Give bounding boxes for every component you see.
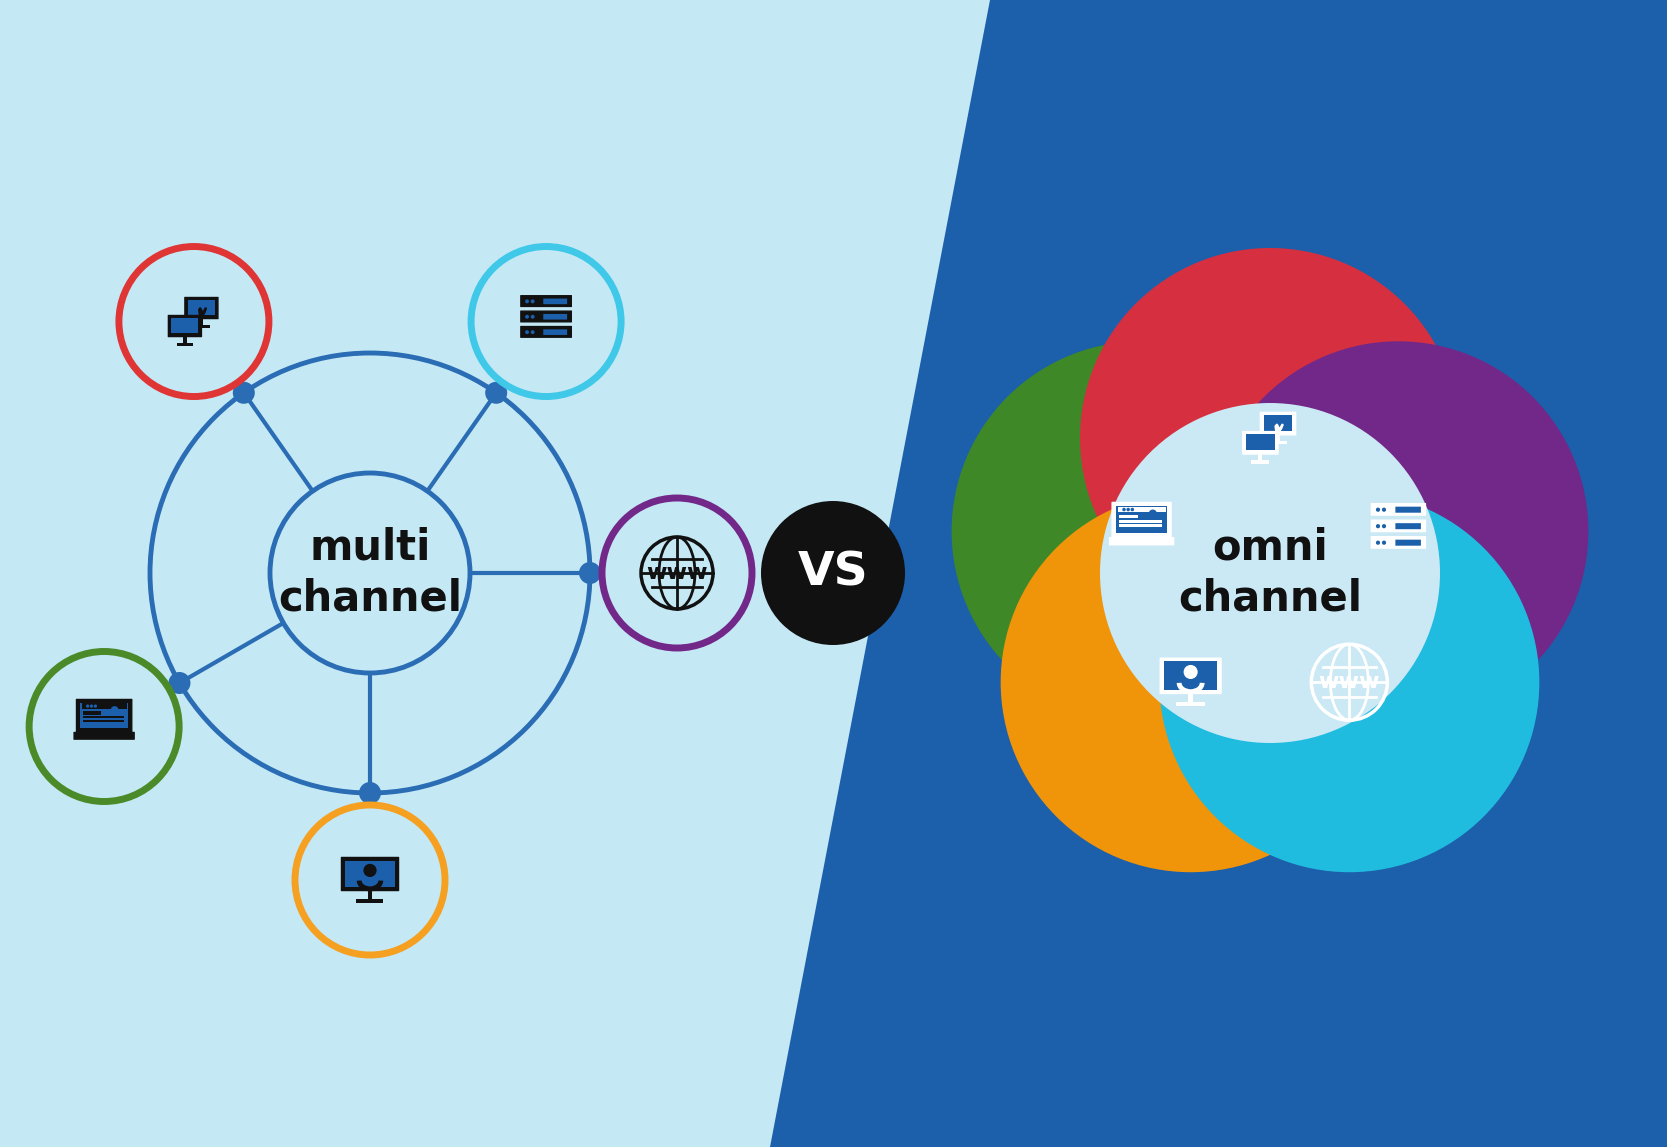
FancyBboxPatch shape	[543, 329, 567, 335]
Text: www: www	[1319, 672, 1380, 693]
FancyBboxPatch shape	[1264, 414, 1292, 430]
FancyBboxPatch shape	[1189, 694, 1194, 702]
Circle shape	[952, 342, 1332, 721]
Text: multi
channel: multi channel	[278, 526, 462, 619]
FancyBboxPatch shape	[1372, 520, 1425, 531]
FancyBboxPatch shape	[520, 311, 572, 322]
FancyBboxPatch shape	[1395, 523, 1420, 529]
FancyBboxPatch shape	[1275, 435, 1280, 442]
FancyBboxPatch shape	[1372, 537, 1425, 548]
FancyBboxPatch shape	[193, 325, 210, 328]
Circle shape	[28, 651, 178, 802]
Circle shape	[233, 382, 255, 404]
FancyBboxPatch shape	[1119, 524, 1162, 526]
Circle shape	[270, 473, 470, 673]
Circle shape	[525, 330, 528, 334]
FancyBboxPatch shape	[1395, 540, 1420, 546]
Circle shape	[1382, 524, 1385, 529]
FancyBboxPatch shape	[83, 711, 102, 715]
FancyBboxPatch shape	[342, 858, 398, 890]
FancyBboxPatch shape	[345, 860, 395, 887]
FancyBboxPatch shape	[177, 343, 193, 345]
Circle shape	[295, 805, 445, 955]
Circle shape	[1382, 540, 1385, 545]
Circle shape	[1080, 248, 1460, 629]
FancyBboxPatch shape	[1395, 507, 1420, 513]
Circle shape	[363, 864, 377, 877]
FancyBboxPatch shape	[520, 327, 572, 337]
FancyBboxPatch shape	[368, 890, 372, 899]
Polygon shape	[770, 0, 1667, 1147]
Circle shape	[530, 330, 535, 334]
Circle shape	[118, 247, 268, 397]
Circle shape	[1184, 665, 1197, 679]
Circle shape	[530, 314, 535, 319]
FancyBboxPatch shape	[82, 703, 127, 709]
Circle shape	[90, 704, 93, 708]
FancyBboxPatch shape	[1260, 413, 1295, 435]
Text: omni
channel: omni channel	[1179, 526, 1362, 619]
Circle shape	[168, 672, 190, 694]
FancyBboxPatch shape	[80, 702, 128, 728]
Circle shape	[762, 501, 905, 645]
FancyBboxPatch shape	[83, 720, 123, 723]
FancyBboxPatch shape	[185, 297, 218, 319]
Circle shape	[1122, 508, 1125, 512]
FancyBboxPatch shape	[543, 298, 567, 304]
FancyBboxPatch shape	[1269, 442, 1287, 444]
Circle shape	[1000, 492, 1380, 872]
FancyBboxPatch shape	[183, 336, 187, 343]
Circle shape	[1127, 508, 1130, 512]
Circle shape	[1100, 403, 1440, 743]
Text: VS: VS	[797, 551, 869, 595]
FancyBboxPatch shape	[200, 319, 203, 325]
FancyBboxPatch shape	[73, 733, 133, 739]
Circle shape	[485, 382, 507, 404]
FancyBboxPatch shape	[1117, 507, 1165, 513]
FancyBboxPatch shape	[83, 716, 123, 718]
Circle shape	[1375, 540, 1380, 545]
Circle shape	[578, 562, 602, 584]
Circle shape	[602, 498, 752, 648]
Circle shape	[1209, 342, 1589, 721]
FancyBboxPatch shape	[1110, 538, 1174, 545]
Circle shape	[1130, 508, 1134, 512]
Circle shape	[1375, 508, 1380, 512]
FancyBboxPatch shape	[1372, 504, 1425, 515]
Circle shape	[1382, 508, 1385, 512]
FancyBboxPatch shape	[188, 299, 215, 314]
Circle shape	[525, 299, 528, 303]
Text: www: www	[647, 563, 708, 583]
FancyBboxPatch shape	[1165, 662, 1217, 689]
FancyBboxPatch shape	[1259, 454, 1262, 460]
FancyBboxPatch shape	[357, 899, 383, 903]
FancyBboxPatch shape	[1244, 431, 1279, 454]
FancyBboxPatch shape	[1112, 502, 1172, 538]
FancyBboxPatch shape	[1119, 515, 1139, 518]
Circle shape	[1375, 524, 1380, 529]
Circle shape	[93, 704, 97, 708]
FancyBboxPatch shape	[1252, 460, 1269, 463]
Circle shape	[530, 299, 535, 303]
Polygon shape	[0, 0, 990, 1147]
FancyBboxPatch shape	[168, 315, 202, 336]
Circle shape	[87, 704, 90, 708]
FancyBboxPatch shape	[520, 296, 572, 306]
FancyBboxPatch shape	[1119, 520, 1162, 523]
Circle shape	[472, 247, 622, 397]
FancyBboxPatch shape	[543, 314, 567, 320]
Circle shape	[110, 707, 118, 713]
FancyBboxPatch shape	[77, 700, 132, 733]
Circle shape	[358, 782, 382, 804]
FancyBboxPatch shape	[1177, 702, 1205, 707]
FancyBboxPatch shape	[172, 318, 198, 333]
FancyBboxPatch shape	[1160, 658, 1222, 694]
FancyBboxPatch shape	[1245, 434, 1275, 450]
FancyBboxPatch shape	[1115, 506, 1167, 533]
Circle shape	[1159, 492, 1539, 872]
Circle shape	[525, 314, 528, 319]
Circle shape	[1149, 509, 1157, 517]
